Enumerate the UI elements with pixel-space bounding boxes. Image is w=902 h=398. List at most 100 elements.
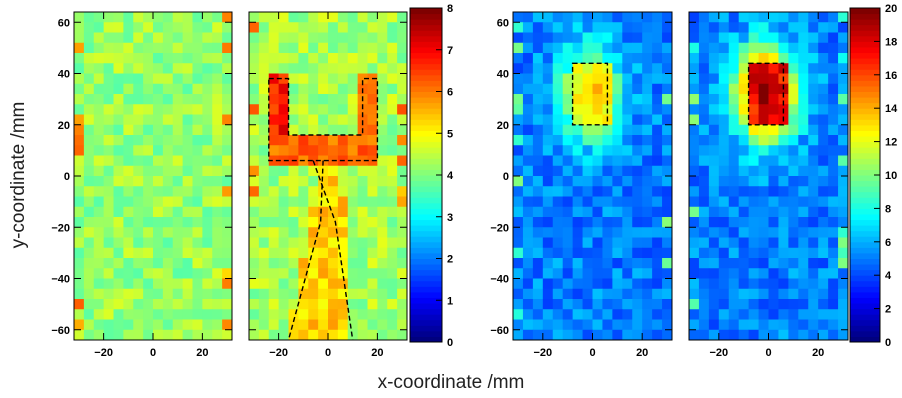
heatmap-cell (298, 258, 309, 269)
heatmap-cell (513, 53, 524, 64)
heatmap-cell (718, 227, 730, 238)
colorbar-swatch (850, 58, 880, 65)
heatmap-cell (212, 73, 223, 85)
heatmap-cell (622, 155, 633, 167)
heatmap-cell (278, 124, 289, 136)
heatmap-cell (562, 124, 574, 136)
heatmap-cell (522, 83, 534, 95)
heatmap-cell (828, 94, 839, 105)
heatmap-cell (153, 42, 164, 54)
heatmap-cell (778, 288, 789, 300)
heatmap-cell (222, 217, 233, 228)
heatmap-cell (298, 32, 309, 44)
heatmap-cell (123, 83, 134, 95)
colorbar-swatch (850, 69, 880, 76)
heatmap-cell (318, 258, 329, 269)
heatmap-cell (153, 22, 164, 33)
heatmap-cell (738, 196, 750, 208)
heatmap-cell (532, 227, 544, 238)
heatmap-cell (522, 73, 534, 85)
heatmap-cell (642, 206, 653, 218)
heatmap-cell (818, 176, 829, 187)
heatmap-cell (728, 94, 740, 105)
heatmap-cell (642, 53, 653, 64)
heatmap-cell (113, 288, 124, 300)
heatmap-cell (612, 247, 623, 259)
heatmap-cell (258, 12, 270, 23)
heatmap-cell (162, 32, 174, 44)
heatmap-cell (192, 32, 203, 44)
heatmap-cell (748, 124, 759, 136)
heatmap-cell (552, 32, 564, 44)
heatmap-cell (522, 165, 534, 177)
heatmap-cell (788, 12, 799, 23)
heatmap-cell (212, 135, 223, 146)
heatmap-cell (278, 258, 289, 269)
colorbar-swatch (410, 230, 442, 237)
heatmap-cell (689, 227, 700, 238)
heatmap-cell (652, 63, 663, 74)
heatmap-cell (202, 288, 213, 300)
heatmap-cell (347, 196, 359, 208)
heatmap-cell (768, 165, 779, 177)
colorbar-swatch (410, 30, 442, 37)
heatmap-cell (828, 165, 839, 177)
heatmap-cell (318, 63, 329, 74)
heatmap-cell (318, 73, 329, 85)
heatmap-cell (632, 63, 643, 74)
heatmap-cell (249, 104, 260, 115)
heatmap-cell (788, 268, 799, 279)
heatmap-cell (212, 268, 223, 279)
heatmap-cell (318, 22, 329, 33)
heatmap-cell (133, 104, 144, 115)
heatmap-cell (337, 247, 349, 259)
heatmap-cell (689, 217, 700, 228)
heatmap-cell (662, 288, 673, 300)
heatmap-cell (192, 247, 203, 259)
heatmap-cell (143, 32, 154, 44)
heatmap-cell (249, 227, 260, 238)
heatmap-cell (337, 186, 349, 197)
x-tick-label: −20 (269, 347, 288, 359)
heatmap-cell (748, 299, 759, 310)
heatmap-cell (278, 114, 289, 126)
heatmap-cell (162, 63, 174, 74)
heatmap-cell (74, 155, 85, 167)
heatmap-cell (328, 135, 339, 146)
heatmap-cell (513, 309, 524, 320)
heatmap-cell (562, 309, 574, 320)
heatmap-cell (192, 217, 203, 228)
heatmap-cell (268, 12, 280, 23)
heatmap-cell (788, 145, 799, 156)
heatmap-cell (662, 268, 673, 279)
heatmap-cell (728, 319, 740, 331)
heatmap-cell (652, 73, 663, 85)
heatmap-cell (728, 12, 740, 23)
heatmap-cell (298, 53, 309, 64)
y-tick-label: −60 (51, 325, 70, 337)
heatmap-cell (788, 32, 799, 44)
heatmap-cell (337, 145, 349, 156)
y-tick-label: 40 (497, 69, 509, 81)
heatmap-cell (698, 196, 710, 208)
colorbar-swatch (850, 102, 880, 109)
heatmap-cell (572, 94, 583, 105)
heatmap-cell (222, 196, 233, 208)
heatmap-cell (718, 196, 730, 208)
heatmap-cell (748, 63, 759, 74)
heatmap-cell (552, 124, 564, 136)
colorbar-swatch (410, 202, 442, 209)
heatmap-cell (298, 73, 309, 85)
heatmap-cell (708, 237, 720, 249)
heatmap-cell (268, 165, 280, 177)
heatmap-cell (562, 278, 574, 290)
heatmap-cell (103, 268, 114, 279)
overlay-rectangle (747, 62, 785, 126)
colorbar-swatch (850, 252, 880, 259)
heatmap-cell (93, 299, 105, 310)
heatmap-cell (522, 155, 534, 167)
heatmap-cell (367, 114, 378, 126)
heatmap-cell (632, 42, 643, 54)
heatmap-cell (288, 135, 299, 146)
